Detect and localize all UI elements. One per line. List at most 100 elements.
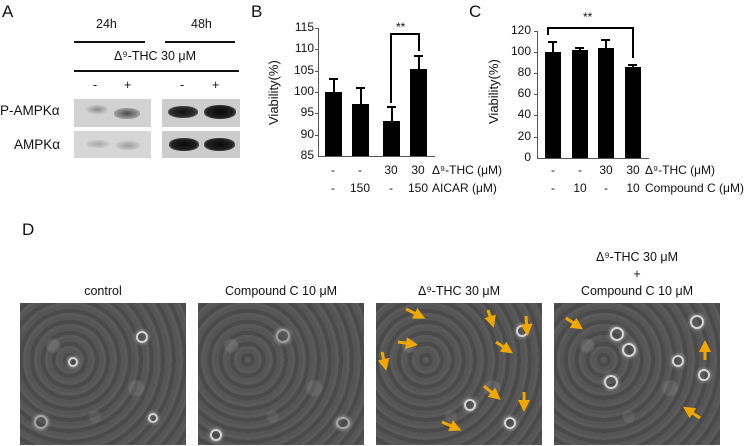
- chart-b-ytick: 105: [293, 63, 314, 77]
- chart-b-errcap-2: [356, 87, 365, 89]
- band: [168, 106, 198, 118]
- chart-b-bracket-top: [390, 33, 419, 35]
- chart-c-row1-label: Δ⁹-THC (μM): [645, 163, 716, 177]
- chart-c-ytick: 0: [524, 150, 531, 164]
- panel-d-letter: D: [22, 220, 35, 239]
- chart-c-cat: -: [551, 181, 555, 195]
- chart-c-errbar-3: [605, 39, 607, 48]
- band: [169, 138, 199, 151]
- chart-b-errcap-4: [414, 55, 423, 57]
- tick-mark: [315, 113, 318, 114]
- chart-c-x-axis: [537, 158, 649, 159]
- chart-c-bar-3: [598, 48, 614, 158]
- chart-b-bar-1: [325, 92, 342, 156]
- chart-b-cat: 30: [384, 163, 398, 177]
- band: [116, 141, 140, 150]
- micrograph-compound-c: [198, 303, 364, 445]
- chart-c-bar-2: [572, 50, 588, 158]
- chart-b-x-axis: [318, 156, 435, 157]
- chart-b-errcap-1: [329, 78, 338, 80]
- chart-b-bracket-left: [390, 33, 392, 103]
- chart-b-bar-3: [383, 121, 400, 156]
- chart-c-cat: 30: [626, 163, 640, 177]
- bright-cell: [610, 327, 624, 341]
- chart-b-y-axis: [318, 28, 319, 157]
- chart-b-significance: **: [396, 20, 406, 34]
- bright-cell: [68, 357, 78, 367]
- chart-c-ytick: 60: [517, 86, 531, 100]
- chart-c-cat: -: [604, 181, 608, 195]
- bright-cell: [622, 343, 636, 357]
- lane-sign-4: +: [212, 78, 220, 92]
- chart-b-cat: 30: [411, 163, 425, 177]
- chart-c-cat: 30: [599, 163, 613, 177]
- panel-a-letter: A: [2, 2, 14, 21]
- chart-b-errbar-3: [391, 106, 393, 121]
- chart-c-bar-1: [545, 52, 561, 158]
- line-24h: [74, 41, 145, 43]
- band: [114, 108, 140, 119]
- chart-b-cat: 150: [349, 181, 371, 195]
- tick-mark: [315, 49, 318, 50]
- chart-b-cat: -: [389, 181, 393, 195]
- bright-cell: [698, 369, 710, 381]
- arrow-icons-combo: [565, 316, 711, 420]
- caption-combo-line2: Compound C 10 μM: [580, 284, 694, 298]
- panel-c-letter: C: [469, 2, 482, 21]
- caption-control: control: [84, 284, 122, 298]
- chart-c-y-axis: [537, 31, 538, 159]
- chart-c-bracket-right: [632, 27, 634, 58]
- bright-cell: [276, 329, 290, 343]
- chart-c-errcap-4: [628, 64, 637, 66]
- tick-mark: [534, 137, 537, 138]
- tick-mark: [315, 71, 318, 72]
- lane-sign-3: -: [180, 78, 185, 92]
- tick-mark: [534, 31, 537, 32]
- caption-combo-line1: Δ⁹-THC 30 μM: [595, 250, 679, 264]
- chart-c-ytick: 100: [510, 44, 531, 58]
- row-label-p-ampk: P-AMPKα: [0, 103, 60, 118]
- chart-c-errbar-1: [552, 41, 554, 52]
- chart-c-errbar-4: [632, 64, 634, 67]
- chart-c-ytick: 120: [510, 23, 531, 37]
- chart-c-bracket-top: [547, 27, 633, 29]
- line-48h: [165, 41, 235, 43]
- blot-ampk-24h: [74, 131, 151, 158]
- bright-cell: [672, 355, 684, 367]
- bright-cell: [34, 415, 48, 429]
- arrow-icons-thc: [377, 307, 533, 432]
- chart-b-cat: -: [331, 181, 335, 195]
- lane-sign-2: +: [124, 78, 132, 92]
- tick-mark: [534, 73, 537, 74]
- bright-cell: [336, 417, 350, 429]
- chart-b-ytick: 100: [293, 84, 314, 98]
- time-label-48h: 48h: [191, 17, 212, 31]
- chart-c-errcap-3: [601, 39, 610, 41]
- chart-c-bracket-left: [547, 27, 549, 35]
- chart-b-row1-label: Δ⁹-THC (μM): [432, 163, 503, 177]
- bright-cell: [136, 331, 148, 343]
- tick-mark: [534, 115, 537, 116]
- treatment-label: Δ⁹-THC 30 μM: [114, 49, 197, 63]
- caption-combo-plus: +: [633, 267, 641, 281]
- chart-c-bar-4: [625, 67, 641, 158]
- bright-cell: [690, 315, 704, 329]
- chart-b-ytick: 90: [300, 127, 314, 141]
- chart-b-bracket-right: [418, 33, 420, 51]
- caption-compound-c: Compound C 10 μM: [224, 284, 338, 298]
- chart-c-errbar-2: [579, 47, 581, 50]
- bright-cell: [604, 375, 618, 389]
- chart-c-errcap-2: [575, 47, 584, 49]
- chart-b-cat: -: [358, 163, 362, 177]
- chart-c-ytick: 20: [517, 129, 531, 143]
- band: [204, 105, 236, 119]
- chart-b-ytick: 85: [300, 148, 314, 162]
- tick-mark: [315, 28, 318, 29]
- treatment-line: [74, 70, 239, 72]
- chart-c-significance: **: [583, 10, 593, 24]
- chart-b-errbar-2: [360, 87, 362, 104]
- bright-cell: [464, 399, 476, 411]
- chart-b-row2-label: AICAR (μM): [432, 181, 497, 195]
- chart-b-errcap-3: [387, 106, 396, 108]
